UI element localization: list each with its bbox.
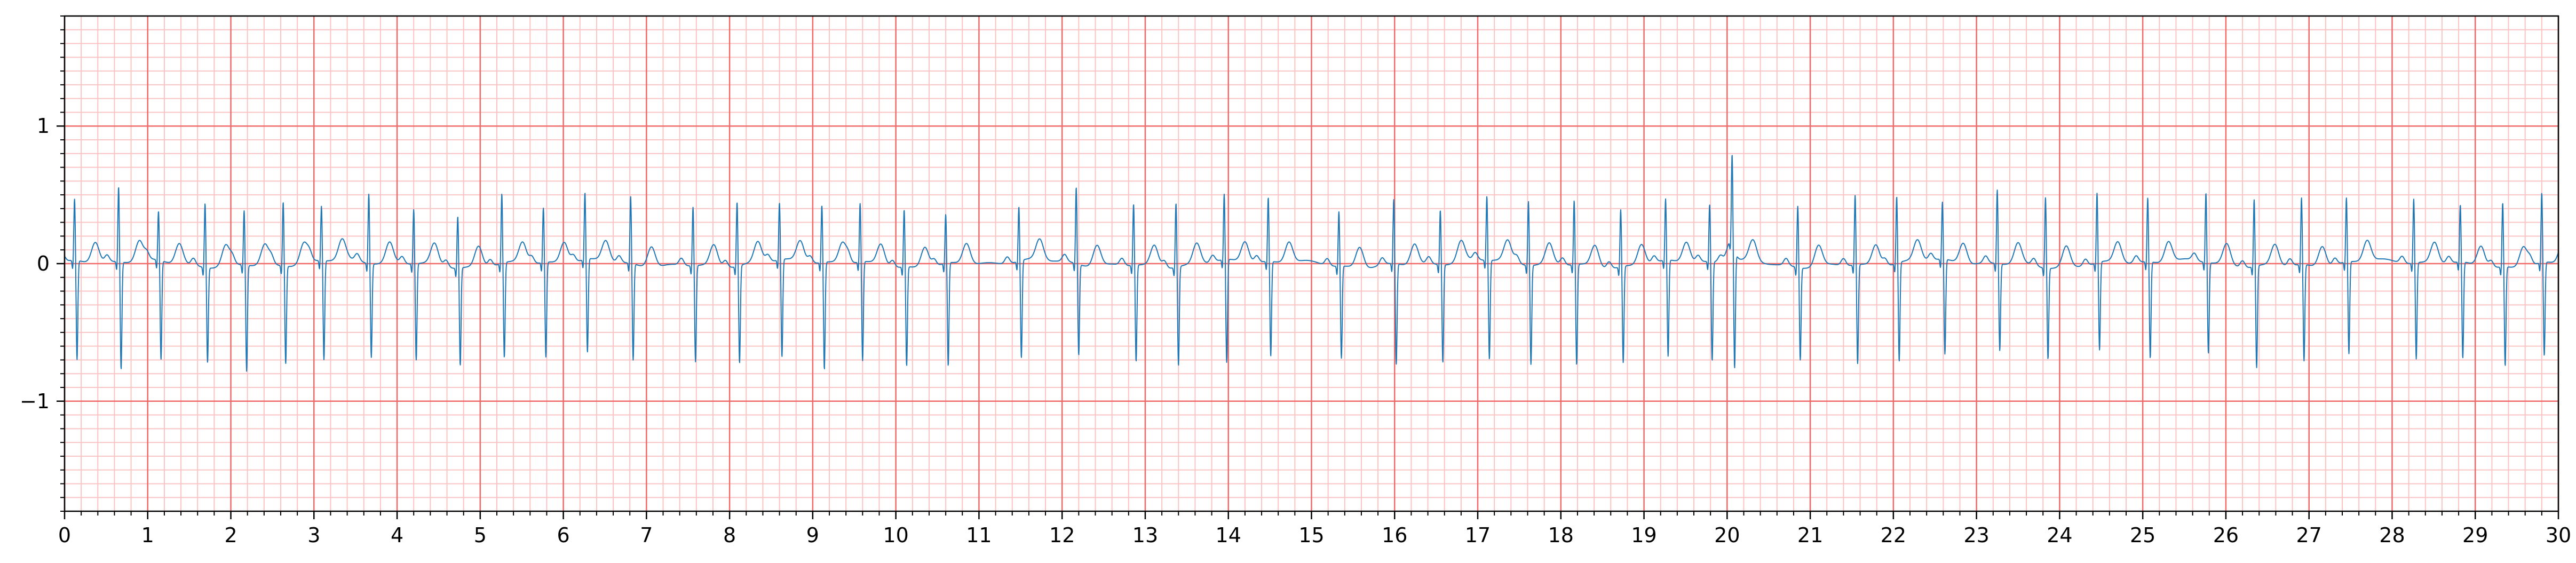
x-tick-label: 23 xyxy=(1963,524,1989,547)
major-grid xyxy=(64,16,2559,511)
x-tick-label: 15 xyxy=(1298,524,1324,547)
x-tick-label: 11 xyxy=(966,524,992,547)
x-tick-label: 22 xyxy=(1881,524,1906,547)
x-tick-label: 18 xyxy=(1548,524,1574,547)
x-tick-label: 29 xyxy=(2462,524,2488,547)
x-tick-label: 24 xyxy=(2047,524,2072,547)
x-tick-label: 3 xyxy=(307,524,320,547)
x-tick-label: 25 xyxy=(2130,524,2155,547)
ecg-trace xyxy=(64,155,2559,372)
x-tick-label: 16 xyxy=(1382,524,1407,547)
x-tick-label: 28 xyxy=(2379,524,2405,547)
x-tick-label: 1 xyxy=(141,524,154,547)
x-tick-label: 30 xyxy=(2546,524,2571,547)
y-tick-labels: 1 0 −1 xyxy=(20,114,50,413)
x-tick-label: 19 xyxy=(1631,524,1656,547)
y-tick-label: −1 xyxy=(20,390,50,413)
x-tick-label: 14 xyxy=(1216,524,1241,547)
x-tick-label: 12 xyxy=(1049,524,1075,547)
x-tick-label: 7 xyxy=(640,524,653,547)
axis-ticks xyxy=(57,15,2559,519)
x-tick-label: 2 xyxy=(224,524,237,547)
x-tick-label: 20 xyxy=(1714,524,1740,547)
x-tick-label: 26 xyxy=(2213,524,2239,547)
x-tick-label: 5 xyxy=(474,524,487,547)
x-tick-label: 9 xyxy=(806,524,819,547)
x-tick-labels: 0 1 2 3 4 5 6 7 8 9 10 11 12 13 14 15 16 17 18 19 20 21 22 23 24… xyxy=(58,524,2571,547)
x-tick-label: 27 xyxy=(2296,524,2322,547)
x-tick-label: 21 xyxy=(1797,524,1823,547)
x-tick-label: 0 xyxy=(58,524,71,547)
x-tick-label: 13 xyxy=(1132,524,1158,547)
x-tick-label: 4 xyxy=(391,524,403,547)
y-tick-label: 1 xyxy=(37,114,50,138)
x-tick-label: 6 xyxy=(557,524,570,547)
x-tick-label: 8 xyxy=(723,524,736,547)
x-tick-label: 10 xyxy=(883,524,908,547)
x-tick-label: 17 xyxy=(1465,524,1491,547)
y-tick-label: 0 xyxy=(37,252,50,275)
